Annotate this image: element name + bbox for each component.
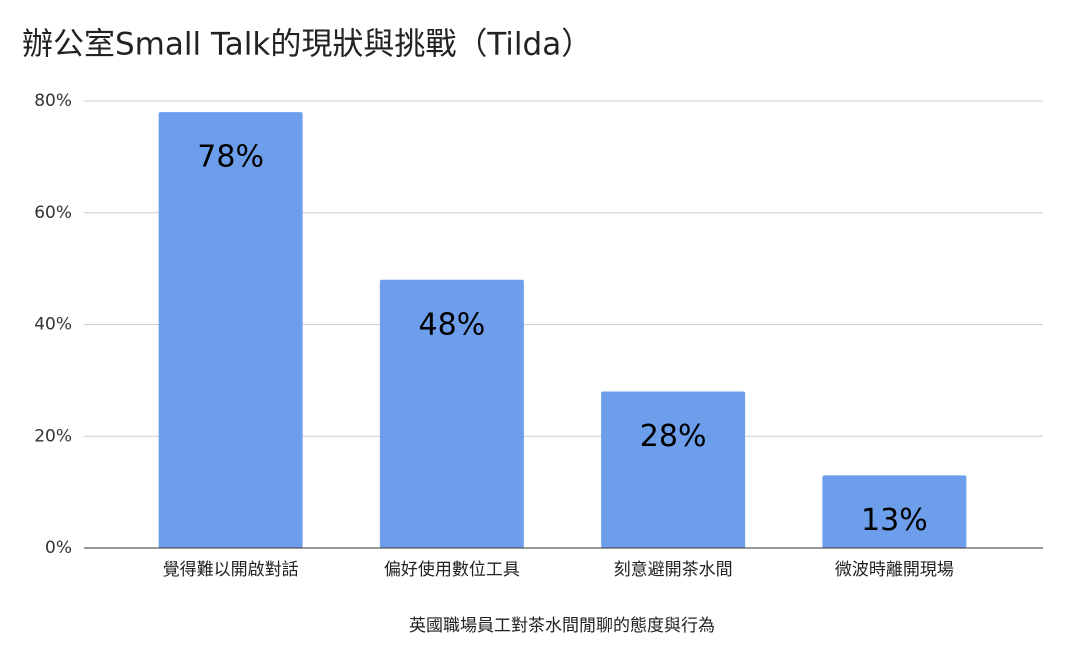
bar	[379, 279, 524, 548]
bar	[601, 391, 746, 548]
y-tick-label: 60%	[34, 203, 72, 223]
x-tick-label: 微波時離開現場	[835, 560, 954, 580]
y-tick-label: 0%	[45, 538, 72, 558]
data-label: 13%	[861, 503, 928, 538]
bar	[822, 475, 967, 548]
y-tick-label: 20%	[34, 426, 72, 446]
y-tick-label: 40%	[34, 315, 72, 335]
data-label: 28%	[640, 419, 707, 454]
data-label: 78%	[197, 140, 264, 175]
y-tick-label: 80%	[34, 91, 72, 111]
x-axis-title: 英國職場員工對茶水間閒聊的態度與行為	[409, 616, 715, 636]
bar	[158, 112, 303, 549]
x-tick-label: 刻意避開茶水間	[614, 560, 733, 580]
x-tick-label: 覺得難以開啟對話	[163, 560, 299, 580]
x-tick-label: 偏好使用數位工具	[384, 559, 520, 580]
data-label: 48%	[419, 307, 486, 342]
chart-title: 辦公室Small Talk的現狀與挑戰（Tilda）	[22, 27, 592, 63]
